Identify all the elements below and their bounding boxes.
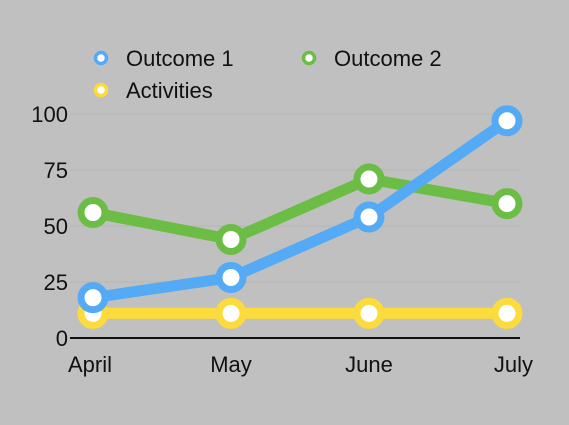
x-tick-label: July — [494, 352, 533, 377]
y-tick-label: 75 — [44, 158, 68, 183]
y-tick-label: 0 — [56, 326, 68, 351]
y-tick-label: 25 — [44, 270, 68, 295]
x-tick-label: April — [68, 352, 112, 377]
data-point — [219, 227, 243, 251]
y-tick-label: 50 — [44, 214, 68, 239]
legend-marker — [96, 53, 107, 64]
data-point — [219, 301, 243, 325]
x-tick-label: June — [345, 352, 393, 377]
data-point — [219, 266, 243, 290]
data-point — [495, 301, 519, 325]
data-point — [81, 286, 105, 310]
data-point — [495, 109, 519, 133]
legend-marker — [96, 85, 107, 96]
legend-label: Activities — [126, 78, 213, 103]
x-tick-label: May — [210, 352, 252, 377]
data-point — [81, 201, 105, 225]
data-point — [495, 192, 519, 216]
legend-marker — [304, 53, 315, 64]
data-point — [357, 205, 381, 229]
legend-label: Outcome 2 — [334, 46, 442, 71]
data-point — [357, 167, 381, 191]
y-tick-label: 100 — [31, 102, 68, 127]
data-point — [357, 301, 381, 325]
legend-label: Outcome 1 — [126, 46, 234, 71]
